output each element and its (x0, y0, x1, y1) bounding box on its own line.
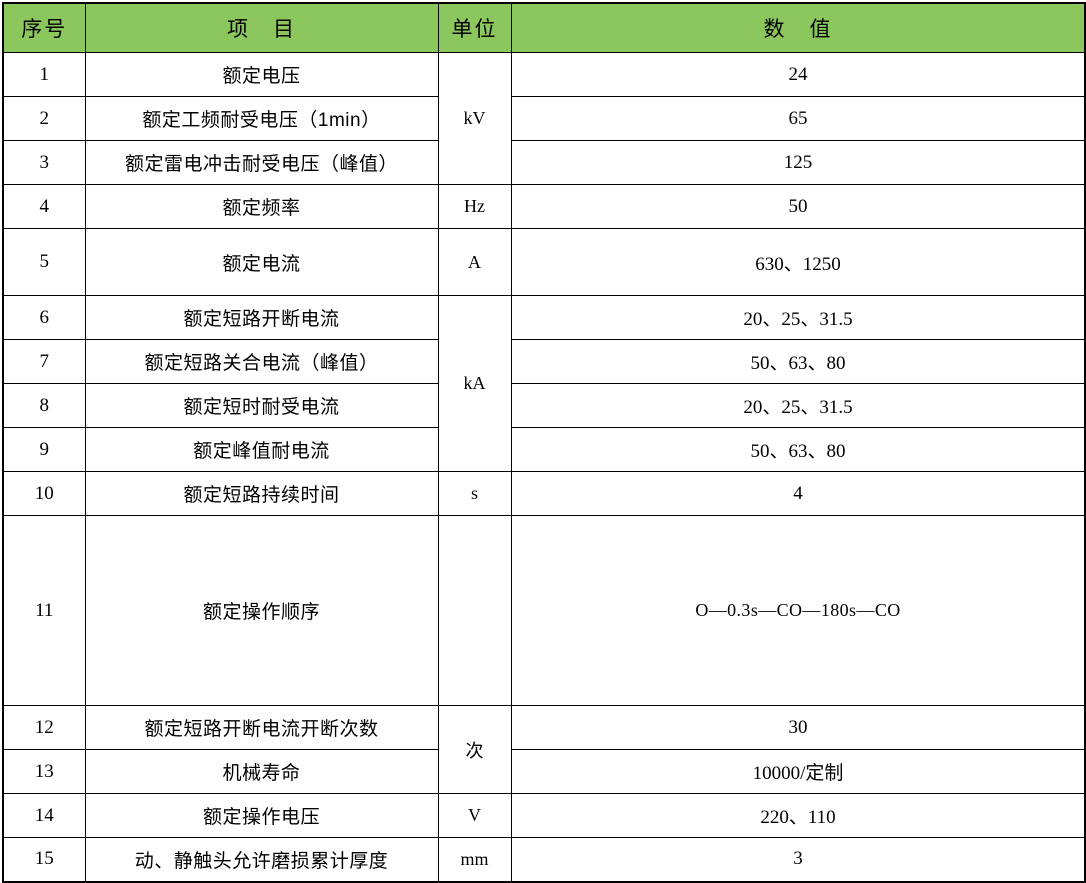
row-number: 3 (2, 140, 86, 185)
table-row: 3 额定雷电冲击耐受电压（峰值） 125 (2, 140, 1086, 185)
table-body: 1 额定电压 kV 24 2 额定工频耐受电压（1min） 65 3 额定雷电冲击耐受电压（峰值… (2, 52, 1086, 882)
row-number: 5 (2, 228, 86, 296)
table-row: 7 额定短路关合电流（峰值） 50、63、80 (2, 339, 1086, 384)
column-header-item: 项 目 (84, 2, 439, 53)
row-value: 220、110 (510, 793, 1086, 838)
table-row: 4 额定频率 Hz 50 (2, 184, 1086, 229)
table-row: 13 机械寿命 10000/定制 (2, 749, 1086, 794)
row-value: 10000/定制 (510, 749, 1086, 794)
row-unit: A (437, 228, 512, 296)
table-row: 10 额定短路持续时间 s 4 (2, 471, 1086, 516)
row-value: 630、1250 (510, 228, 1086, 296)
header-row: 序号 项 目 单位 数 值 (2, 2, 1086, 53)
column-header-no: 序号 (2, 2, 86, 53)
row-number: 12 (2, 705, 86, 750)
row-item-name: 额定雷电冲击耐受电压（峰值） (84, 140, 439, 185)
row-unit: kA (437, 295, 512, 472)
row-value: 50 (510, 184, 1086, 229)
row-item-name: 额定电流 (84, 228, 439, 296)
row-value: 20、25、31.5 (510, 295, 1086, 340)
row-item-name: 额定短路关合电流（峰值） (84, 339, 439, 384)
row-item-name: 额定峰值耐电流 (84, 427, 439, 472)
row-item-name: 额定短路开断电流开断次数 (84, 705, 439, 750)
table-row: 15 动、静触头允许磨损累计厚度 mm 3 (2, 837, 1086, 882)
row-unit: 次 (437, 705, 512, 794)
row-item-name: 额定短路开断电流 (84, 295, 439, 340)
row-number: 14 (2, 793, 86, 838)
row-unit (437, 515, 512, 706)
row-value: 20、25、31.5 (510, 383, 1086, 428)
row-item-name: 额定电压 (84, 52, 439, 97)
table-row: 5 额定电流 A 630、1250 (2, 228, 1086, 296)
row-item-name: 额定操作顺序 (84, 515, 439, 706)
row-value: 4 (510, 471, 1086, 516)
row-item-name: 额定短路持续时间 (84, 471, 439, 516)
row-value: 24 (510, 52, 1086, 97)
table-row: 6 额定短路开断电流 kA 20、25、31.5 (2, 295, 1086, 472)
row-item-name: 动、静触头允许磨损累计厚度 (84, 837, 439, 882)
table-row: 1 额定电压 kV 24 (2, 52, 1086, 185)
row-unit: mm (437, 837, 512, 882)
row-value: 50、63、80 (510, 427, 1086, 472)
table-row: 2 额定工频耐受电压（1min） 65 (2, 96, 1086, 141)
row-unit: s (437, 471, 512, 516)
row-item-name: 额定频率 (84, 184, 439, 229)
table-header: 序号 项 目 单位 数 值 (2, 2, 1086, 53)
row-item-name: 机械寿命 (84, 749, 439, 794)
row-value: 30 (510, 705, 1086, 750)
table-row: 8 额定短时耐受电流 20、25、31.5 (2, 383, 1086, 428)
row-value: 65 (510, 96, 1086, 141)
row-unit: kV (437, 52, 512, 185)
row-number: 10 (2, 471, 86, 516)
row-number: 8 (2, 383, 86, 428)
row-number: 1 (2, 52, 86, 97)
row-number: 4 (2, 184, 86, 229)
row-value: 125 (510, 140, 1086, 185)
row-number: 9 (2, 427, 86, 472)
row-unit: Hz (437, 184, 512, 229)
table-row: 9 额定峰值耐电流 50、63、80 (2, 427, 1086, 472)
row-value-option-1: O—0.3s—CO—180s—CO (510, 515, 1086, 706)
row-number: 7 (2, 339, 86, 384)
row-item-name: 额定工频耐受电压（1min） (84, 96, 439, 141)
row-number: 13 (2, 749, 86, 794)
column-header-value: 数 值 (510, 2, 1086, 53)
row-value: 50、63、80 (510, 339, 1086, 384)
row-number: 6 (2, 295, 86, 340)
row-unit: V (437, 793, 512, 838)
row-number: 11 (2, 515, 86, 706)
table-row: 12 额定短路开断电流开断次数次 30 (2, 705, 1086, 794)
row-item-name: 额定短时耐受电流 (84, 383, 439, 428)
column-header-unit: 单位 (437, 2, 512, 53)
table-row: 11额定操作顺序O—0.3s—CO—180s—COO—180s—CO—180s—… (2, 515, 1086, 706)
row-number: 15 (2, 837, 86, 882)
row-number: 2 (2, 96, 86, 141)
table-row: 14 额定操作电压 V 220、110 (2, 793, 1086, 838)
row-value: 3 (510, 837, 1086, 882)
row-item-name: 额定操作电压 (84, 793, 439, 838)
